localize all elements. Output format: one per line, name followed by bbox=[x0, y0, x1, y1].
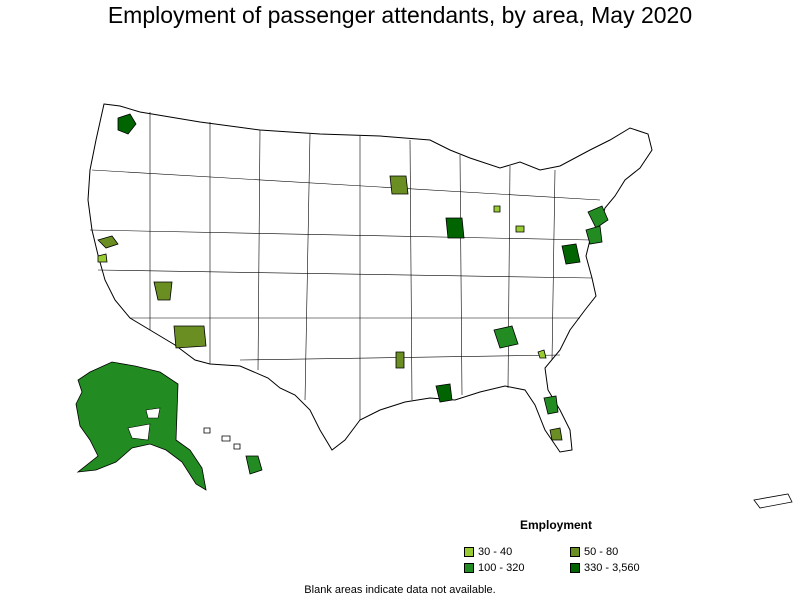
legend-swatch bbox=[464, 547, 474, 557]
area-washington bbox=[561, 243, 581, 265]
area-seattle bbox=[117, 113, 137, 135]
area-charleston bbox=[537, 349, 547, 359]
alaska-inlet bbox=[145, 407, 161, 419]
area-phoenix bbox=[173, 325, 207, 349]
legend-item-100-320: 100 - 320 bbox=[464, 562, 524, 574]
area-florida-south bbox=[549, 427, 563, 441]
footnote: Blank areas indicate data not available. bbox=[304, 584, 496, 596]
legend-item-30-40: 30 - 40 bbox=[464, 546, 512, 558]
area-minneapolis bbox=[389, 175, 409, 195]
area-northeast-2 bbox=[585, 225, 603, 245]
area-orlando bbox=[543, 395, 559, 415]
area-sf-bay bbox=[97, 235, 119, 249]
area-chicago bbox=[445, 217, 465, 239]
area-sacramento-small bbox=[97, 253, 108, 263]
highlighted-areas bbox=[97, 113, 609, 441]
area-detroit-small bbox=[493, 205, 501, 213]
map-title: Employment of passenger attendants, by a… bbox=[107, 2, 693, 28]
legend-swatch bbox=[570, 563, 580, 573]
area-cleveland bbox=[515, 225, 525, 233]
legend-swatch bbox=[570, 547, 580, 557]
area-las-vegas bbox=[153, 281, 173, 301]
area-puerto-rico bbox=[753, 493, 793, 509]
alaska-inlet-2 bbox=[127, 423, 151, 441]
legend: Employment 30 - 40 50 - 80 100 - 320 330… bbox=[464, 518, 664, 578]
legend-title: Employment bbox=[520, 518, 593, 532]
area-northeast-1 bbox=[587, 205, 609, 229]
legend-item-50-80: 50 - 80 bbox=[570, 546, 618, 558]
area-new-orleans bbox=[435, 383, 453, 403]
legend-item-330-3560: 330 - 3,560 bbox=[570, 562, 640, 574]
area-atlanta bbox=[493, 325, 519, 349]
area-houston-south bbox=[395, 351, 405, 369]
area-hawaii bbox=[203, 427, 263, 475]
contiguous-us-outline bbox=[87, 103, 653, 453]
area-boundaries bbox=[89, 112, 601, 420]
legend-swatch bbox=[464, 563, 474, 573]
